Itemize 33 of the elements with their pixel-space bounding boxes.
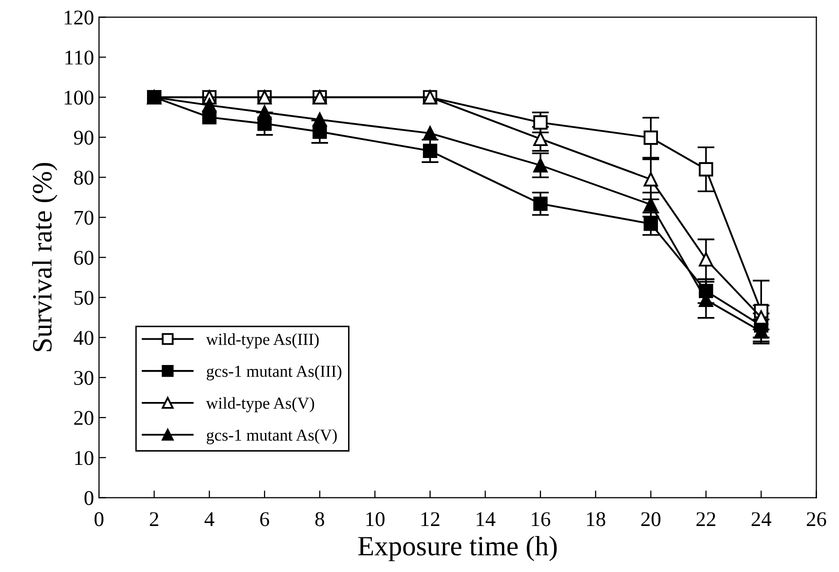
- legend-label: wild-type As(V): [206, 397, 314, 412]
- x-tick-label: 24: [752, 512, 772, 526]
- y-tick-label: 0: [84, 491, 94, 506]
- legend-label: gcs-1 mutant As(III): [206, 365, 342, 380]
- x-tick-label: 10: [366, 512, 385, 526]
- legend-label: wild-type As(III): [206, 333, 319, 348]
- x-tick-label: 26: [806, 512, 826, 526]
- y-tick-label: 80: [74, 170, 94, 185]
- x-tick-label: 22: [696, 512, 716, 526]
- x-tick-label: 20: [641, 512, 660, 526]
- x-tick-label: 14: [476, 512, 496, 526]
- y-tick-label: 120: [64, 10, 94, 25]
- y-axis-title: Survival rate (%): [32, 162, 58, 352]
- y-tick-label: 40: [74, 330, 94, 345]
- y-tick-label: 90: [74, 130, 94, 145]
- y-tick-label: 50: [74, 290, 94, 305]
- y-tick-label: 10: [75, 450, 94, 466]
- x-tick-label: 8: [315, 512, 324, 526]
- x-tick-label: 18: [587, 512, 606, 526]
- x-tick-label: 6: [260, 512, 270, 526]
- y-tick-label: 20: [74, 410, 94, 425]
- x-tick-label: 0: [94, 512, 104, 526]
- x-axis-title: Exposure time (h): [358, 536, 557, 562]
- y-tick-label: 100: [64, 90, 94, 105]
- x-tick-label: 4: [204, 512, 214, 526]
- x-tick-label: 16: [532, 512, 550, 526]
- y-tick-label: 70: [74, 210, 94, 225]
- y-tick-label: 30: [74, 370, 94, 385]
- x-tick-label: 2: [150, 512, 158, 526]
- legend-label: gcs-1 mutant As(V): [206, 429, 337, 444]
- y-tick-label: 110: [66, 50, 94, 65]
- x-tick-label: 12: [422, 512, 440, 526]
- y-tick-label: 60: [74, 250, 94, 265]
